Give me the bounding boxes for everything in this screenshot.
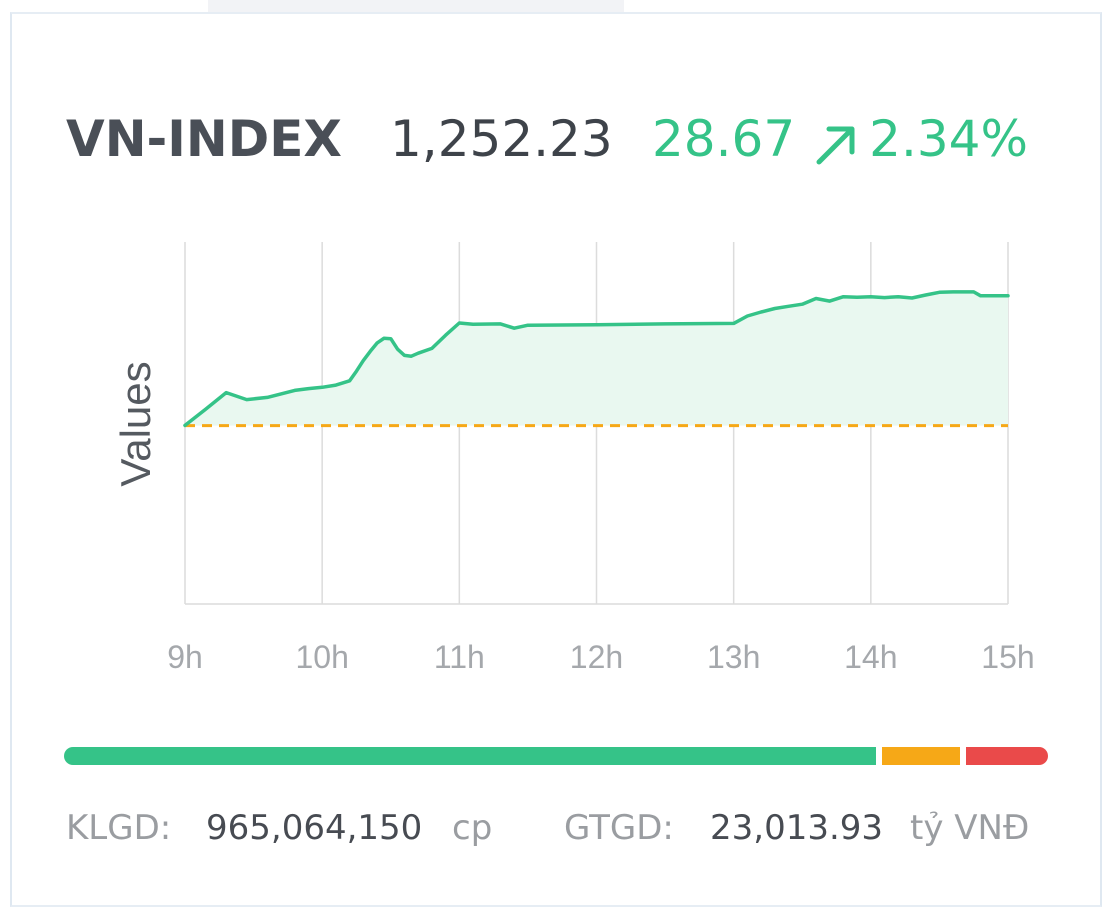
volume-unit: cp <box>452 808 493 848</box>
volume-label: KLGD: <box>66 808 172 848</box>
x-tick-label: 14h <box>844 639 897 675</box>
x-tick-label: 10h <box>295 639 348 675</box>
turnover-unit: tỷ VNĐ <box>910 808 1030 848</box>
unchanged-volume-bar <box>882 747 960 765</box>
index-change: 28.67 2.34% <box>652 104 1028 174</box>
x-tick-label: 15h <box>981 639 1034 675</box>
x-tick-label: 13h <box>707 639 760 675</box>
index-area <box>185 291 1008 426</box>
turnover-label: GTGD: <box>564 808 674 848</box>
x-tick-label: 12h <box>570 639 623 675</box>
index-line <box>183 290 1010 428</box>
arrow-up-right-icon <box>813 116 859 165</box>
y-axis-label: Values <box>112 361 159 486</box>
x-tick-label: 9h <box>167 639 203 675</box>
x-tick-label: 11h <box>434 639 485 675</box>
volume-value: 965,064,150 <box>206 808 423 848</box>
advancing-volume-bar <box>64 747 876 765</box>
change-points: 28.67 <box>652 110 796 168</box>
turnover-value: 23,013.93 <box>710 808 884 848</box>
change-percent: 2.34% <box>869 110 1028 168</box>
top-strip <box>208 0 624 12</box>
index-name: VN-INDEX <box>66 110 342 168</box>
index-value: 1,252.23 <box>390 110 613 168</box>
declining-volume-bar <box>966 747 1048 765</box>
